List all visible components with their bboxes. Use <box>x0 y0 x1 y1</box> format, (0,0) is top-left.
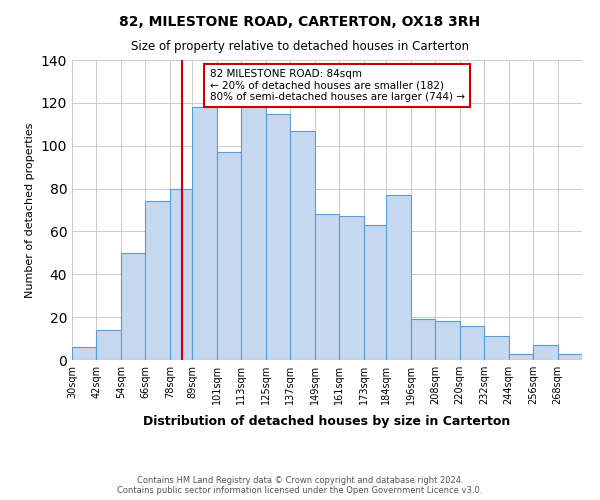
Bar <box>364 225 386 360</box>
X-axis label: Distribution of detached houses by size in Carterton: Distribution of detached houses by size … <box>143 416 511 428</box>
Text: Size of property relative to detached houses in Carterton: Size of property relative to detached ho… <box>131 40 469 53</box>
Text: Contains HM Land Registry data © Crown copyright and database right 2024.
Contai: Contains HM Land Registry data © Crown c… <box>118 476 482 495</box>
Bar <box>170 188 193 360</box>
Text: 82 MILESTONE ROAD: 84sqm
← 20% of detached houses are smaller (182)
80% of semi-: 82 MILESTONE ROAD: 84sqm ← 20% of detach… <box>210 69 465 102</box>
Bar <box>533 345 557 360</box>
Bar <box>290 130 315 360</box>
Bar <box>241 107 266 360</box>
Bar <box>72 347 97 360</box>
Bar <box>509 354 533 360</box>
Bar <box>339 216 364 360</box>
Bar <box>315 214 339 360</box>
Y-axis label: Number of detached properties: Number of detached properties <box>25 122 35 298</box>
Bar <box>217 152 241 360</box>
Bar <box>121 253 145 360</box>
Bar <box>193 107 217 360</box>
Bar <box>145 202 170 360</box>
Text: 82, MILESTONE ROAD, CARTERTON, OX18 3RH: 82, MILESTONE ROAD, CARTERTON, OX18 3RH <box>119 15 481 29</box>
Bar <box>484 336 509 360</box>
Bar <box>386 195 410 360</box>
Bar <box>557 354 582 360</box>
Bar <box>410 320 435 360</box>
Bar <box>266 114 290 360</box>
Bar <box>97 330 121 360</box>
Bar <box>460 326 484 360</box>
Bar <box>435 322 460 360</box>
